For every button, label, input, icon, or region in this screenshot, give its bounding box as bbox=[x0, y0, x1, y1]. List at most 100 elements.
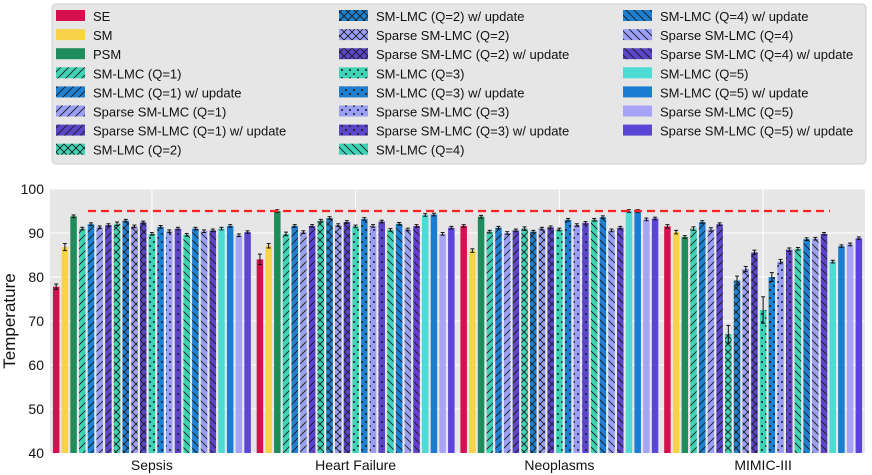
bar bbox=[664, 226, 671, 453]
bar bbox=[530, 231, 537, 453]
y-axis: 40 50 60 70 80 90 100 bbox=[21, 181, 45, 461]
bar bbox=[174, 228, 182, 453]
bar bbox=[200, 231, 208, 453]
error-bar bbox=[414, 224, 419, 228]
legend-label: SM-LMC (Q=1) w/ update bbox=[93, 85, 241, 100]
bar bbox=[448, 227, 455, 453]
bar bbox=[300, 232, 307, 453]
bar bbox=[192, 228, 199, 453]
bar bbox=[166, 231, 173, 453]
bar bbox=[838, 246, 845, 453]
error-bar bbox=[115, 221, 120, 227]
error-bar bbox=[327, 216, 332, 220]
legend-swatch bbox=[623, 124, 652, 136]
error-bar bbox=[440, 232, 445, 236]
legend-swatch bbox=[56, 124, 85, 136]
legend-item: SM-LMC (Q=5) bbox=[623, 66, 748, 81]
bar bbox=[599, 217, 607, 453]
legend-label: Sparse SM-LMC (Q=2) w/ update bbox=[376, 47, 569, 62]
error-bar bbox=[522, 226, 527, 231]
error-bar bbox=[431, 212, 436, 217]
error-bar bbox=[717, 222, 722, 227]
legend-item: SE bbox=[56, 9, 111, 24]
error-bar bbox=[726, 324, 731, 344]
error-bar bbox=[539, 226, 544, 231]
legend-swatch bbox=[623, 10, 652, 21]
error-bar bbox=[423, 213, 428, 217]
legend-swatch bbox=[339, 48, 368, 60]
legend-label: SM-LMC (Q=4) bbox=[376, 143, 464, 158]
legend-item: Sparse SM-LMC (Q=4) bbox=[623, 28, 793, 43]
error-bar bbox=[856, 236, 861, 241]
y-tick-label: 80 bbox=[28, 269, 44, 285]
legend-item: SM-LMC (Q=4) w/ update bbox=[623, 9, 808, 24]
bar bbox=[334, 225, 342, 453]
error-bar bbox=[600, 215, 605, 219]
error-bar bbox=[839, 244, 844, 249]
legend-label: Sparse SM-LMC (Q=2) bbox=[376, 28, 509, 43]
error-bar bbox=[219, 226, 224, 231]
error-bar bbox=[132, 224, 137, 229]
bar bbox=[317, 220, 325, 453]
legend-item: SM-LMC (Q=2) w/ update bbox=[339, 9, 524, 24]
legend-swatch bbox=[623, 48, 652, 60]
error-bar bbox=[496, 225, 501, 230]
error-bar bbox=[193, 226, 198, 231]
x-tick-label: Heart Failure bbox=[315, 457, 396, 473]
legend-label: SM-LMC (Q=3) bbox=[376, 66, 464, 81]
legend-swatch bbox=[56, 67, 85, 79]
bar bbox=[707, 229, 715, 453]
bar bbox=[829, 261, 836, 453]
bars bbox=[52, 209, 863, 453]
bar bbox=[751, 252, 758, 453]
bar bbox=[413, 225, 420, 453]
legend-label: SM-LMC (Q=2) bbox=[93, 143, 181, 158]
bar bbox=[573, 225, 581, 453]
legend-item: SM-LMC (Q=4) bbox=[339, 143, 464, 158]
bar bbox=[698, 222, 706, 453]
bar bbox=[244, 232, 251, 453]
error-bar bbox=[97, 225, 102, 230]
error-bar bbox=[71, 214, 76, 219]
legend-item: Sparse SM-LMC (Q=2) w/ update bbox=[339, 47, 569, 62]
bar bbox=[87, 224, 95, 453]
bar bbox=[226, 225, 234, 453]
legend-item: Sparse SM-LMC (Q=4) w/ update bbox=[623, 47, 853, 62]
bar bbox=[326, 218, 333, 453]
bar bbox=[538, 228, 546, 453]
error-bar bbox=[158, 225, 163, 229]
error-bar bbox=[379, 219, 384, 224]
error-bar bbox=[245, 230, 250, 234]
error-bar bbox=[236, 233, 241, 238]
legend-swatch bbox=[623, 86, 652, 98]
legend-swatch bbox=[623, 105, 652, 117]
error-bar bbox=[487, 229, 492, 234]
bar bbox=[733, 280, 741, 453]
bar bbox=[855, 238, 863, 453]
error-bar bbox=[80, 226, 85, 231]
bar bbox=[556, 229, 563, 453]
error-bar bbox=[184, 232, 189, 237]
error-bar bbox=[88, 222, 93, 227]
legend-swatch bbox=[623, 67, 652, 79]
bar bbox=[803, 239, 810, 453]
bar bbox=[235, 235, 243, 453]
legend-label: Sparse SM-LMC (Q=1) w/ update bbox=[93, 124, 286, 139]
error-bar bbox=[301, 230, 306, 234]
x-tick-label: MIMIC-III bbox=[734, 457, 792, 473]
error-bar bbox=[644, 217, 649, 222]
bar bbox=[139, 222, 147, 453]
bar bbox=[209, 230, 217, 453]
y-tick-label: 70 bbox=[28, 313, 44, 329]
error-bar bbox=[149, 232, 154, 236]
error-bar bbox=[167, 229, 172, 234]
bar bbox=[469, 250, 476, 453]
bar bbox=[503, 233, 511, 453]
bar bbox=[777, 261, 784, 453]
legend-label: SM bbox=[93, 28, 113, 43]
bar bbox=[785, 249, 793, 453]
legend-swatch bbox=[623, 29, 652, 41]
x-tick-label: Neoplasms bbox=[524, 457, 594, 473]
bar bbox=[608, 230, 615, 453]
error-bar bbox=[405, 227, 410, 232]
